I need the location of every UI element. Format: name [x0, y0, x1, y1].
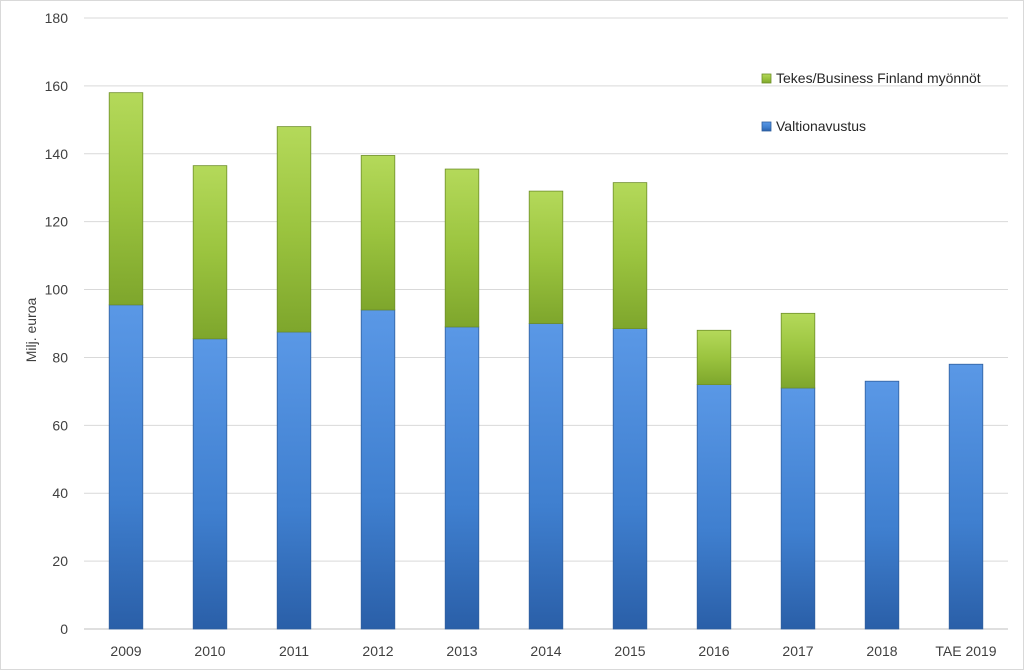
y-tick-label: 180 — [45, 10, 69, 26]
bar-valtionavustus-2014 — [528, 323, 564, 630]
y-axis-title: Milj. euroa — [23, 298, 39, 363]
bar-tekes-2016 — [696, 329, 732, 385]
bar-valtionavustus-2011 — [276, 331, 312, 630]
y-tick-label: 60 — [52, 417, 68, 433]
y-axis-ticks: 0 20 40 60 80 100 120 140 160 180 — [45, 10, 69, 637]
legend-label: Valtionavustus — [776, 118, 866, 134]
y-tick-label: 140 — [45, 146, 69, 162]
legend: Tekes/Business Finland myönnöt Valtionavu… — [761, 70, 981, 134]
bar-tekes-2009 — [108, 92, 144, 306]
x-tick-label: 2012 — [362, 643, 393, 659]
bar-tekes-2011 — [276, 126, 312, 333]
y-tick-label: 80 — [52, 349, 68, 365]
bar-valtionavustus-2013 — [444, 326, 480, 630]
x-tick-label: 2015 — [614, 643, 645, 659]
x-tick-label: 2011 — [279, 643, 309, 659]
y-tick-label: 0 — [60, 621, 68, 637]
x-tick-label: 2009 — [110, 643, 141, 659]
y-tick-label: 40 — [52, 485, 68, 501]
y-tick-label: 120 — [45, 214, 69, 230]
bar-valtionavustus-2009 — [108, 304, 144, 630]
x-tick-label: 2014 — [530, 643, 561, 659]
bar-valtionavustus-2010 — [192, 338, 228, 630]
bar-tekes-2014 — [528, 190, 564, 324]
legend-swatch — [761, 121, 772, 132]
x-tick-label: 2017 — [782, 643, 813, 659]
bar-valtionavustus-2012 — [360, 309, 396, 630]
bar-tekes-2017 — [780, 312, 816, 389]
bar-valtionavustus-2017 — [780, 387, 816, 630]
y-tick-label: 20 — [52, 553, 68, 569]
bar-valtionavustus-tae-2019 — [948, 363, 984, 630]
bar-valtionavustus-2016 — [696, 384, 732, 630]
bar-tekes-2010 — [192, 165, 228, 340]
bar-tekes-2015 — [612, 182, 648, 329]
legend-label: Tekes/Business Finland myönnöt — [776, 70, 981, 86]
x-tick-label: 2010 — [194, 643, 225, 659]
x-tick-label: TAE 2019 — [935, 643, 996, 659]
bar-tekes-2012 — [360, 155, 396, 311]
gridlines — [84, 17, 1008, 630]
x-tick-label: 2018 — [866, 643, 897, 659]
bar-tekes-2013 — [444, 168, 480, 328]
bar-valtionavustus-2018 — [864, 380, 900, 630]
x-axis-ticks: 2009 2010 2011 2012 2013 2014 2015 2016 2017 2018… — [110, 643, 996, 659]
bars — [108, 92, 984, 630]
x-tick-label: 2016 — [698, 643, 729, 659]
x-tick-label: 2013 — [446, 643, 477, 659]
y-tick-label: 100 — [45, 282, 69, 298]
legend-swatch — [761, 73, 772, 84]
y-tick-label: 160 — [45, 78, 69, 94]
bar-valtionavustus-2015 — [612, 328, 648, 630]
